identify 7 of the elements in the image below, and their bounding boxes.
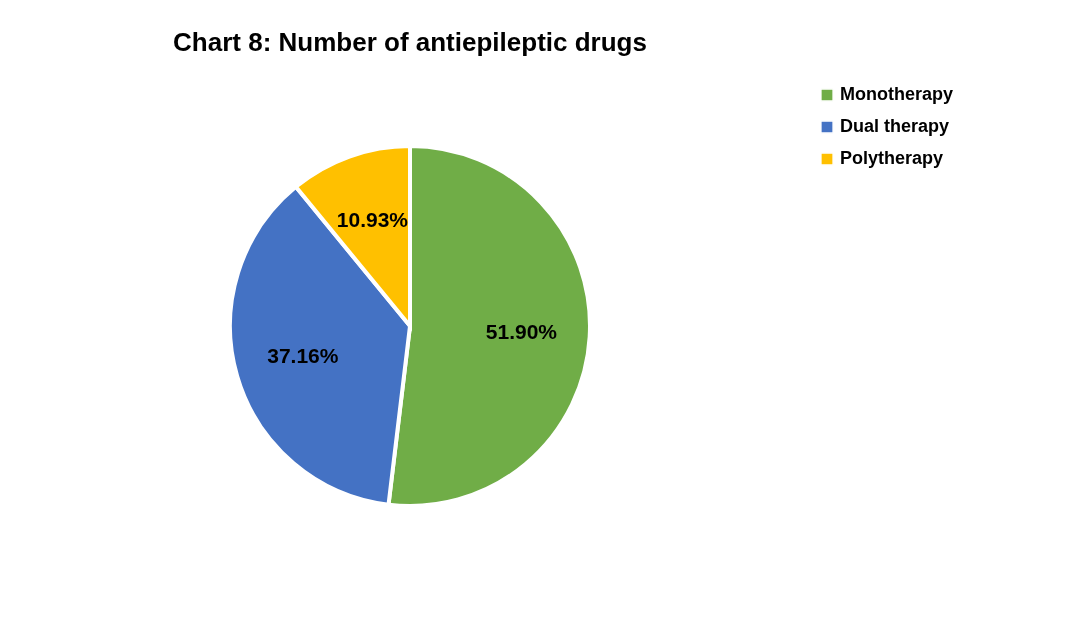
- legend-label: Polytherapy: [840, 148, 944, 168]
- data-label: 10.93%: [336, 207, 409, 231]
- legend-label: Dual therapy: [840, 116, 950, 136]
- data-label: 51.90%: [485, 319, 558, 343]
- chart-title: Chart 8: Number of antiepileptic drugs: [173, 27, 647, 57]
- data-label: 37.16%: [267, 344, 339, 368]
- legend-label: Monotherapy: [840, 84, 954, 104]
